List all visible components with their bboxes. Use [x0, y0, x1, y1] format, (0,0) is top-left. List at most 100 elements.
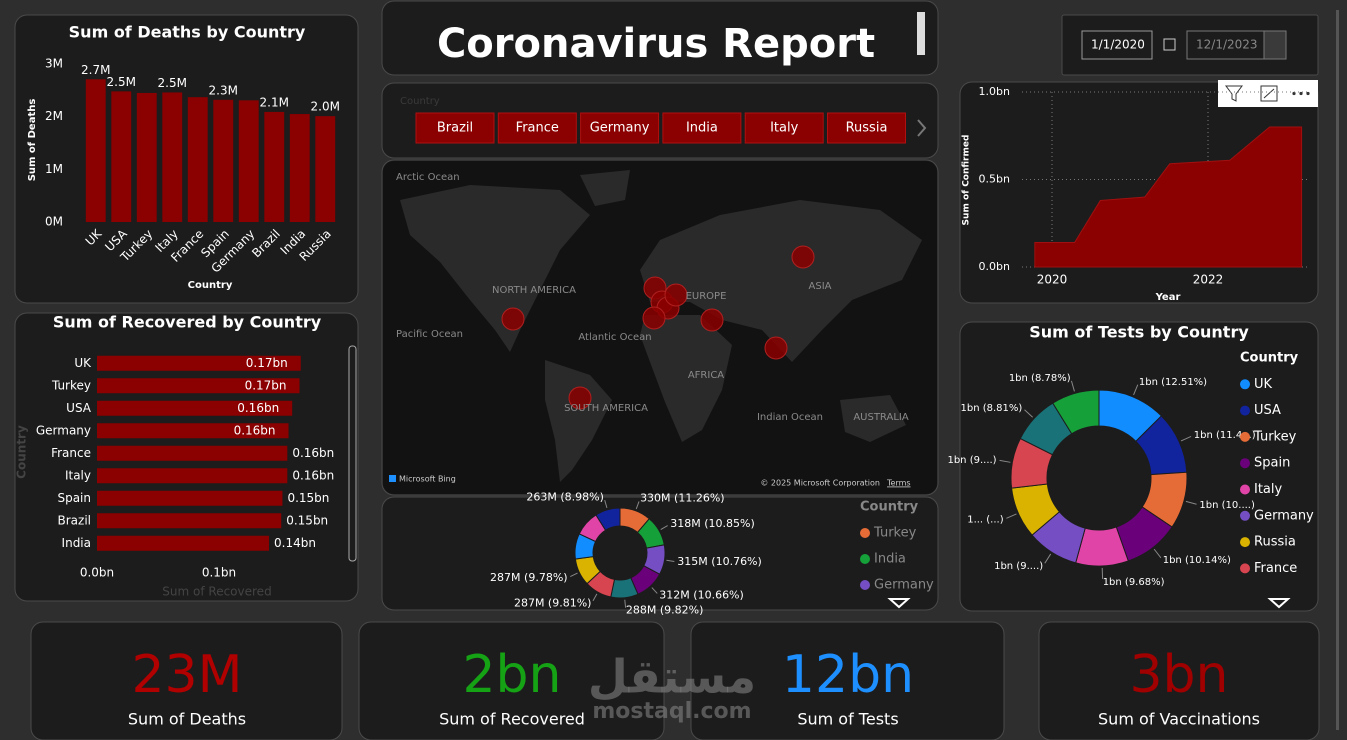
legend-more[interactable]	[887, 598, 911, 609]
date-end-button[interactable]	[1263, 30, 1287, 60]
map-label: NORTH AMERICA	[492, 285, 576, 296]
filter-icon[interactable]	[1225, 85, 1243, 102]
legend-entry[interactable]: Germany	[1254, 508, 1314, 523]
leader-line	[1133, 384, 1139, 396]
map-bubble[interactable]	[791, 245, 815, 269]
bar[interactable]	[111, 91, 132, 223]
more-dot[interactable]	[1306, 91, 1310, 96]
slicer-item: France	[516, 121, 559, 136]
bar[interactable]	[97, 445, 288, 461]
data-label: 1... (...)	[967, 515, 1004, 526]
map-terms[interactable]: Terms	[886, 479, 911, 488]
area[interactable]	[1034, 126, 1303, 268]
y-tick-label: Brazil	[58, 513, 92, 527]
value-label: 2.5M	[107, 75, 136, 89]
bar[interactable]	[97, 535, 270, 551]
slicer-button[interactable]	[662, 112, 742, 144]
legend-marker[interactable]	[1240, 563, 1250, 574]
donut-slice[interactable]	[595, 507, 621, 531]
legend-marker[interactable]	[1240, 379, 1250, 390]
map-bubble[interactable]	[568, 386, 592, 410]
bar[interactable]	[187, 97, 208, 222]
bar[interactable]	[213, 99, 234, 222]
legend-entry[interactable]: Germany	[874, 578, 934, 593]
value-label: 0.17bn	[246, 356, 288, 370]
bar[interactable]	[162, 92, 183, 222]
leader-line	[651, 587, 658, 594]
map-bubble[interactable]	[642, 306, 666, 330]
legend-marker[interactable]	[1240, 537, 1250, 548]
date-start-box[interactable]	[1081, 30, 1153, 60]
bar[interactable]	[264, 111, 285, 222]
legend-marker[interactable]	[1240, 431, 1250, 442]
bar[interactable]	[97, 513, 282, 529]
map-bubble[interactable]	[700, 308, 724, 332]
x-axis-label: Country	[188, 280, 233, 291]
legend-more[interactable]	[1267, 598, 1291, 609]
data-label: 1bn (10....)	[1199, 500, 1255, 511]
bar[interactable]	[97, 423, 289, 439]
visual-toolbar	[1218, 80, 1318, 107]
legend-marker[interactable]	[1240, 458, 1250, 469]
legend-entry[interactable]: France	[1254, 561, 1297, 576]
date-end-box[interactable]	[1186, 30, 1265, 60]
slicer-button[interactable]	[580, 112, 660, 144]
legend-entry[interactable]: India	[874, 552, 906, 567]
map-copyright: © 2025 Microsoft Corporation	[760, 479, 880, 488]
legend-marker[interactable]	[860, 554, 870, 564]
legend-marker[interactable]	[860, 528, 870, 538]
slicer-button[interactable]	[415, 112, 495, 144]
legend-entry[interactable]: Spain	[1254, 456, 1290, 471]
bar[interactable]	[97, 490, 283, 506]
leader-line	[660, 525, 668, 530]
legend-entry[interactable]: UK	[1254, 377, 1273, 392]
focus-icon[interactable]	[1260, 85, 1278, 102]
value-label: 0.16bn	[292, 468, 334, 482]
map-label: AUSTRALIA	[853, 412, 909, 423]
slicer-next[interactable]	[917, 119, 927, 137]
y-tick-label: 0.5bn	[979, 173, 1010, 186]
legend-entry[interactable]: Turkey	[1253, 429, 1297, 444]
slicer-button[interactable]	[744, 112, 824, 144]
legend-marker[interactable]	[1240, 405, 1250, 416]
scrollbar[interactable]	[348, 345, 357, 562]
data-label: 1bn (9.68%)	[1103, 577, 1165, 588]
more-dot[interactable]	[1292, 91, 1296, 96]
leader-line	[1153, 548, 1162, 559]
bar[interactable]	[97, 468, 288, 484]
y-tick-label: 3M	[45, 57, 63, 71]
legend-entry[interactable]: USA	[1254, 403, 1281, 418]
slicer-button[interactable]	[497, 112, 577, 144]
value-label: 0.14bn	[274, 536, 316, 550]
leader-line	[1180, 435, 1192, 442]
legend-entry[interactable]: Russia	[1254, 535, 1296, 550]
bar[interactable]	[97, 400, 293, 416]
legend-entry[interactable]: Turkey	[873, 526, 917, 541]
leader-line	[635, 501, 640, 510]
map-label: SOUTH AMERICA	[564, 403, 648, 414]
bar[interactable]	[289, 114, 310, 222]
bar[interactable]	[97, 355, 301, 371]
legend-marker[interactable]	[1240, 510, 1250, 521]
value-label: 2.7M	[81, 63, 110, 77]
kpi-label: Sum of Vaccinations	[1098, 710, 1260, 729]
bar[interactable]	[85, 79, 106, 222]
bar[interactable]	[136, 92, 157, 222]
map-bubble[interactable]	[764, 336, 788, 360]
value-label: 0.17bn	[245, 378, 287, 392]
more-dot[interactable]	[1299, 91, 1303, 96]
slicer-button[interactable]	[827, 112, 906, 144]
map-bubble[interactable]	[664, 283, 688, 307]
slicer-label: Country	[400, 96, 440, 107]
bar[interactable]	[238, 100, 259, 222]
legend-marker[interactable]	[860, 580, 870, 590]
legend-entry[interactable]: Italy	[1254, 482, 1283, 497]
slicer-item: Brazil	[437, 121, 473, 136]
bar[interactable]	[315, 116, 336, 222]
bar[interactable]	[97, 378, 300, 394]
donut-slice[interactable]	[1052, 389, 1100, 435]
calendar-icon[interactable]	[1163, 38, 1176, 51]
legend-marker[interactable]	[1240, 484, 1250, 495]
map-bubble[interactable]	[501, 307, 525, 331]
value-label: 2.5M	[158, 76, 187, 90]
